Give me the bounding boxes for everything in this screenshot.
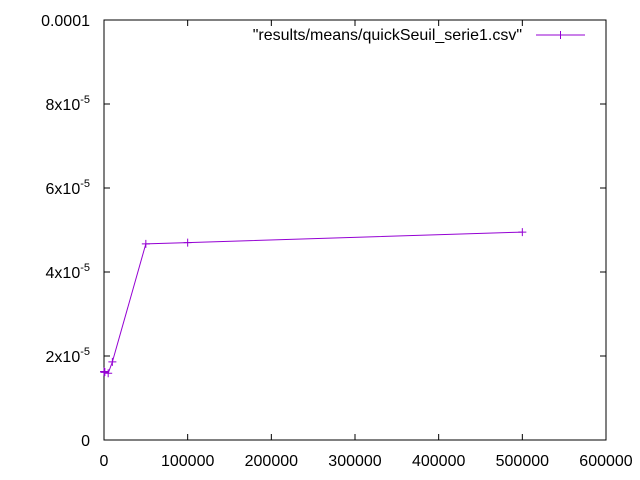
y-tick-label: 4x10-5 <box>46 262 90 282</box>
data-point <box>100 367 109 376</box>
x-tick-label: 400000 <box>412 453 465 470</box>
data-point <box>183 238 192 247</box>
y-tick-mantissa: 0 <box>81 433 90 450</box>
y-tick-mantissa: 8x10 <box>46 97 81 114</box>
data-point <box>104 369 113 378</box>
y-tick-label: 8x10-5 <box>46 94 90 114</box>
data-point <box>141 239 150 248</box>
y-tick-exponent: -5 <box>80 94 90 106</box>
y-tick-mantissa: 6x10 <box>46 181 81 198</box>
legend: "results/means/quickSeuil_serie1.csv" <box>253 27 585 44</box>
x-tick-label: 600000 <box>579 453 632 470</box>
y-tick-label: 0.0001 <box>41 13 90 30</box>
legend-marker-sample <box>556 31 565 39</box>
y-tick-label: 0 <box>81 433 90 450</box>
y-tick-mantissa: 4x10 <box>46 265 81 282</box>
y-tick-exponent: -5 <box>80 346 90 358</box>
y-tick-label: 6x10-5 <box>46 178 90 198</box>
x-tick-label: 500000 <box>496 453 549 470</box>
series-layer <box>100 228 527 378</box>
x-tick-label: 0 <box>100 453 109 470</box>
legend-label: "results/means/quickSeuil_serie1.csv" <box>253 27 522 44</box>
y-tick-exponent: -5 <box>80 178 90 190</box>
data-point <box>518 228 527 237</box>
x-axis-ticks: 0 100000 200000 300000 400000 500000 600000 <box>100 20 633 470</box>
x-tick-label: 200000 <box>245 453 298 470</box>
y-tick-label: 2x10-5 <box>46 346 90 366</box>
y-tick-mantissa: 2x10 <box>46 349 81 366</box>
x-tick-label: 300000 <box>328 453 381 470</box>
y-tick-exponent: -5 <box>80 262 90 274</box>
y-tick-mantissa: 0.0001 <box>41 13 90 30</box>
data-point <box>108 357 117 366</box>
x-tick-label: 100000 <box>161 453 214 470</box>
